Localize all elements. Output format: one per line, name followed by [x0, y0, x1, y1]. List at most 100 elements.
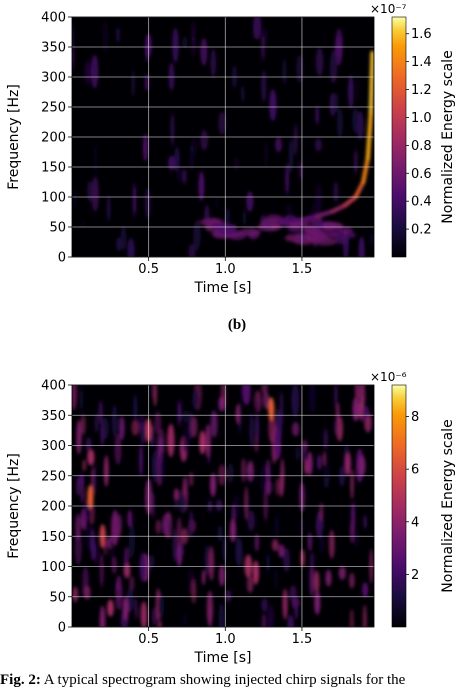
heatmap-cell [170, 112, 175, 147]
heatmap-cell [151, 385, 154, 398]
heatmap-cell [94, 413, 99, 434]
x-tick-label: 1.0 [215, 262, 236, 277]
heatmap-cell [323, 428, 329, 451]
heatmap-cell [309, 385, 316, 414]
chirp-segment [292, 214, 320, 223]
heatmap-cell [115, 574, 123, 611]
heatmap-cell [188, 471, 194, 487]
heatmap-cell [288, 137, 294, 174]
hot-spot [87, 484, 94, 509]
heatmap-cell [261, 598, 268, 612]
heatmap-cell [338, 566, 346, 580]
x-tick-label: 1.5 [292, 632, 313, 647]
heatmap-cell [322, 221, 344, 230]
x-tick-label: 0.5 [138, 262, 159, 277]
heatmap-cell [274, 564, 278, 593]
heatmap-cell [369, 232, 374, 245]
heatmap-cell [350, 469, 354, 500]
colorbar-tick-label: 8 [411, 410, 419, 425]
heatmap-cell [151, 492, 155, 519]
heatmap-cell [289, 585, 297, 603]
heatmap-cell [363, 514, 368, 530]
heatmap-cell [198, 171, 205, 201]
heatmap-cell [274, 426, 281, 460]
x-tick-label: 1.5 [292, 262, 313, 277]
hot-spot [210, 472, 217, 497]
heatmap-cell [295, 444, 300, 462]
heatmap-cell [168, 155, 176, 171]
y-tick-label: 0 [58, 251, 66, 266]
heatmap-cell [314, 138, 322, 152]
heatmap-cell [261, 69, 267, 103]
heatmap-cell [205, 424, 211, 458]
heatmap-cell [172, 528, 177, 562]
heatmap-cell [151, 607, 158, 626]
heatmap-cell [329, 529, 335, 559]
heatmap-cell [225, 206, 230, 228]
heatmap-cell [99, 605, 106, 627]
heatmap-cell [139, 443, 143, 478]
heatmap-cell [140, 421, 147, 445]
heatmap-cell [72, 41, 75, 72]
heatmap-cell [218, 111, 227, 135]
heatmap-cell [193, 219, 201, 251]
heatmap-cell [200, 37, 208, 66]
colorbar-tick-label: 0.2 [411, 223, 432, 238]
heatmap-cell [349, 572, 355, 589]
heatmap-cell [285, 163, 289, 196]
heatmap-cell [118, 415, 125, 441]
heatmap-cell [182, 409, 189, 424]
colorbar-tick-label: 1.6 [411, 27, 432, 42]
heatmap-cell [218, 565, 226, 587]
heatmap-cell [183, 613, 187, 627]
heatmap-cell [266, 552, 270, 575]
heatmap-cell [129, 575, 135, 592]
colorbar-tick-label: 2 [411, 568, 419, 583]
heatmap-cell [246, 191, 254, 212]
heatmap-cell [317, 454, 322, 471]
caption-text: A typical spectrogram showing injected c… [43, 672, 406, 688]
heatmap-cell [116, 26, 120, 44]
heatmap-cell [261, 613, 267, 627]
heatmap-cell [358, 455, 366, 477]
heatmap-cell [349, 608, 354, 627]
heatmap-cell [192, 389, 199, 410]
heatmap-cell [335, 236, 348, 245]
heatmap-cell [176, 517, 182, 551]
heatmap-cell [352, 107, 359, 134]
heatmap-cell [210, 48, 217, 78]
heatmap-cell [242, 385, 251, 406]
y-tick-label: 50 [49, 590, 66, 605]
heatmap-cell [336, 402, 340, 426]
subfigure-label: (b) [227, 317, 247, 333]
heatmap-cell [201, 570, 206, 586]
caption-label: Fig. 2: [0, 672, 41, 688]
hot-spot [122, 596, 129, 621]
heatmap-cell [175, 166, 183, 182]
heatmap-cell [282, 588, 288, 620]
heatmap-cell [282, 58, 287, 86]
heatmap-cell [128, 522, 136, 559]
heatmap-cell [308, 532, 312, 552]
heatmap-cell [142, 133, 149, 162]
heatmap-cell [182, 425, 191, 453]
heatmap-cell [116, 237, 122, 252]
heatmap-cell [333, 181, 339, 203]
heatmap-cell [357, 111, 364, 140]
heatmap-cell [154, 411, 162, 434]
y-tick-label: 150 [41, 530, 66, 545]
chirp-segment [368, 51, 374, 115]
heatmap-cell [206, 590, 213, 627]
y-tick-label: 50 [49, 221, 66, 236]
heatmap-cell [157, 428, 165, 458]
heatmap-cell [79, 474, 85, 487]
x-tick-label: 1.0 [215, 632, 236, 647]
heatmap-cell [246, 575, 254, 593]
heatmap-cell [168, 62, 175, 91]
heatmap-cell [291, 421, 300, 437]
heatmap-cell [312, 229, 339, 238]
heatmap-cell [314, 570, 320, 594]
heatmap-cell [325, 569, 332, 587]
hot-spot [352, 397, 359, 422]
